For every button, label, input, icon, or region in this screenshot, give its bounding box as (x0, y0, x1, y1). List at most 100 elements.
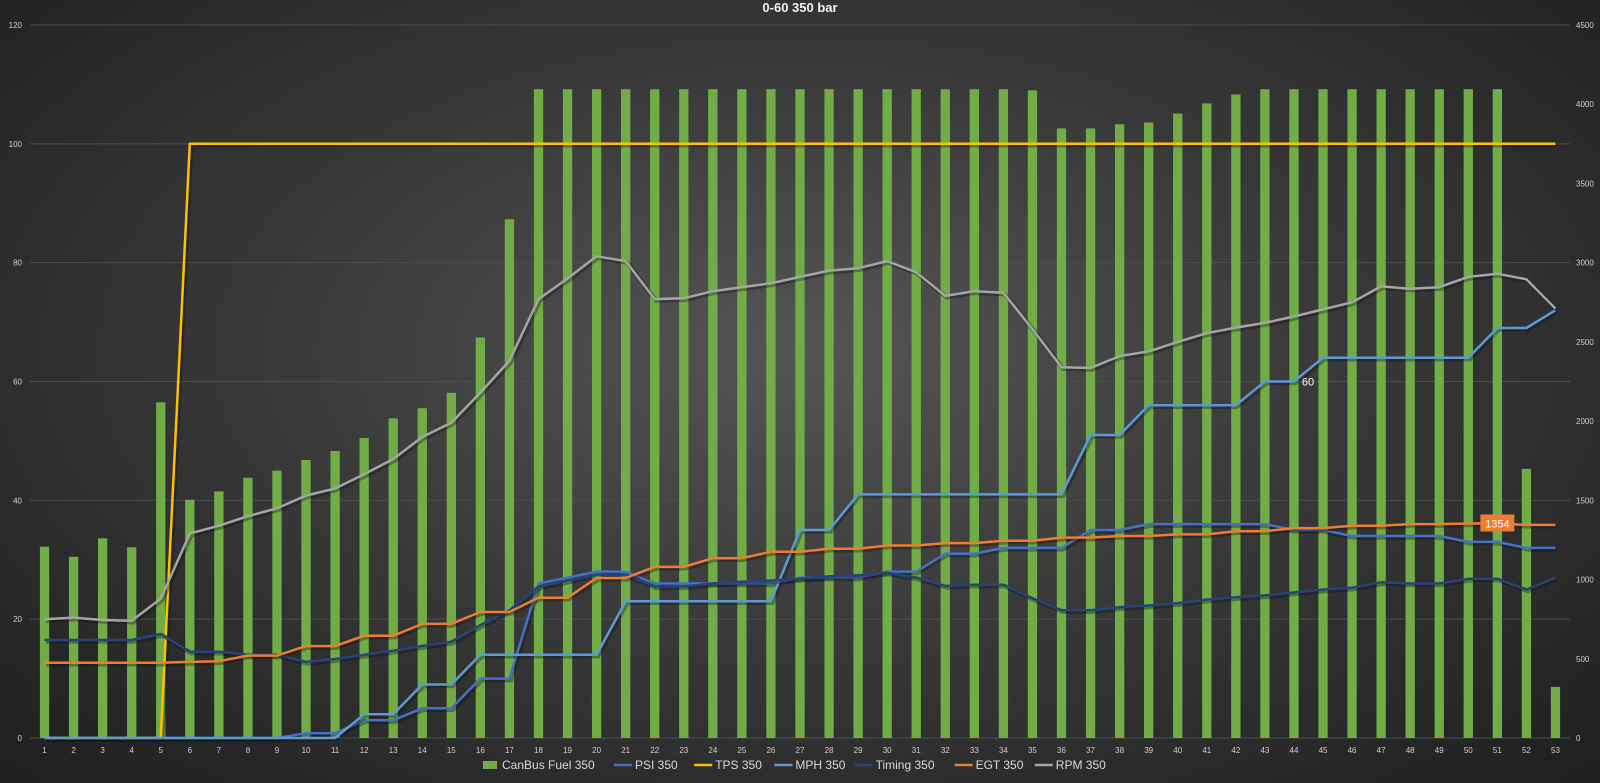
x-tick-label: 49 (1435, 746, 1444, 755)
bar-canbus-fuel (766, 89, 775, 738)
x-tick-label: 17 (505, 746, 514, 755)
bar-canbus-fuel (592, 89, 601, 738)
bar-canbus-fuel (679, 89, 688, 738)
x-tick-label: 15 (447, 746, 456, 755)
x-tick-label: 24 (708, 746, 717, 755)
y-left-tick-label: 20 (13, 615, 22, 624)
y-right-tick-label: 3500 (1576, 179, 1594, 188)
bar-canbus-fuel (534, 89, 543, 738)
y-right-tick-label: 0 (1576, 734, 1581, 743)
x-tick-label: 13 (389, 746, 398, 755)
x-tick-label: 45 (1319, 746, 1328, 755)
x-tick-label: 39 (1144, 746, 1153, 755)
bar-canbus-fuel (1406, 89, 1415, 738)
chart-title: 0-60 350 bar (762, 0, 837, 15)
legend: CanBus Fuel 350 PSI 350 TPS 350 MPH 350 Timi… (483, 758, 1106, 772)
x-tick-label: 19 (563, 746, 572, 755)
bar-canbus-fuel (301, 460, 310, 738)
y-left-tick-label: 60 (13, 378, 22, 387)
y-left-tick-label: 100 (9, 140, 23, 149)
y-axis-right: 0 500 1000 1500 2000 2500 3000 3500 4000 4500 (1576, 21, 1594, 743)
legend-label-mph-350: MPH 350 (795, 758, 845, 772)
x-tick-label: 40 (1173, 746, 1182, 755)
bar-canbus-fuel (360, 438, 369, 738)
bar-canbus-fuel (883, 89, 892, 738)
x-tick-label: 47 (1377, 746, 1386, 755)
bar-canbus-fuel (1260, 89, 1269, 738)
legend-label-rpm-350: RPM 350 (1056, 758, 1106, 772)
x-tick-label: 26 (766, 746, 775, 755)
x-tick-label: 36 (1057, 746, 1066, 755)
x-tick-label: 12 (360, 746, 369, 755)
x-tick-label: 2 (71, 746, 76, 755)
y-right-tick-label: 3000 (1576, 259, 1594, 268)
x-tick-label: 37 (1086, 746, 1095, 755)
bar-canbus-fuel (330, 451, 339, 738)
x-tick-label: 23 (679, 746, 688, 755)
bar-canbus-fuel (1028, 90, 1037, 738)
y-right-tick-label: 1000 (1576, 576, 1594, 585)
x-tick-label: 6 (188, 746, 193, 755)
x-tick-label: 41 (1202, 746, 1211, 755)
x-tick-label: 42 (1231, 746, 1240, 755)
y-right-tick-label: 1500 (1576, 496, 1594, 505)
y-right-tick-label: 4500 (1576, 21, 1594, 30)
y-left-tick-label: 40 (13, 496, 22, 505)
x-tick-label: 46 (1348, 746, 1357, 755)
x-tick-label: 53 (1551, 746, 1560, 755)
x-tick-label: 29 (854, 746, 863, 755)
x-tick-label: 16 (476, 746, 485, 755)
x-tick-label: 5 (159, 746, 164, 755)
x-tick-label: 33 (970, 746, 979, 755)
y-left-tick-label: 120 (9, 21, 23, 30)
bar-canbus-fuel (1318, 89, 1327, 738)
bar-canbus-fuel (1289, 89, 1298, 738)
x-tick-label: 20 (592, 746, 601, 755)
y-right-tick-label: 2000 (1576, 417, 1594, 426)
x-tick-label: 9 (275, 746, 280, 755)
legend-label-canbus-fuel-350: CanBus Fuel 350 (502, 758, 595, 772)
x-tick-label: 34 (999, 746, 1008, 755)
bar-canbus-fuel (1144, 122, 1153, 738)
x-tick-label: 28 (825, 746, 834, 755)
x-axis: 1 2 3 4 5 6 7 8 9 10 11 12 13 14 15 16 17 18 19 20 21 22 23 24 2… (42, 746, 1560, 755)
y-right-tick-label: 500 (1576, 655, 1590, 664)
data-label-mph: 60 (1302, 377, 1314, 389)
bar-canbus-fuel (1057, 128, 1066, 738)
x-tick-label: 7 (217, 746, 222, 755)
x-tick-label: 10 (302, 746, 311, 755)
x-tick-label: 32 (941, 746, 950, 755)
bar-canbus-fuel (912, 89, 921, 738)
x-tick-label: 38 (1115, 746, 1124, 755)
bar-canbus-fuel (1493, 89, 1502, 738)
x-tick-label: 27 (796, 746, 805, 755)
bar-canbus-fuel (389, 418, 398, 738)
bar-canbus-fuel (1231, 95, 1240, 738)
data-label-egt: 1354 (1485, 518, 1509, 530)
x-tick-label: 18 (534, 746, 543, 755)
x-tick-label: 51 (1493, 746, 1502, 755)
bar-canbus-fuel (1464, 89, 1473, 738)
x-tick-label: 3 (100, 746, 105, 755)
x-tick-label: 31 (912, 746, 921, 755)
bar-canbus-fuel (1086, 128, 1095, 738)
x-tick-label: 52 (1522, 746, 1531, 755)
x-tick-label: 22 (650, 746, 659, 755)
x-tick-label: 8 (246, 746, 251, 755)
bar-canbus-fuel (970, 89, 979, 738)
bar-canbus-fuel (795, 89, 804, 738)
x-tick-label: 21 (621, 746, 630, 755)
bar-canbus-fuel (941, 89, 950, 738)
bar-canbus-fuel (999, 89, 1008, 738)
bar-canbus-fuel (1435, 89, 1444, 738)
bars-layer (40, 89, 1560, 738)
bar-canbus-fuel (1376, 89, 1385, 738)
bar-canbus-fuel (563, 89, 572, 738)
bar-canbus-fuel (737, 89, 746, 738)
legend-swatch-canbus-fuel-350 (483, 761, 497, 769)
bar-canbus-fuel (621, 89, 630, 738)
legend-label-egt-350: EGT 350 (976, 758, 1024, 772)
bar-canbus-fuel (1522, 469, 1531, 738)
